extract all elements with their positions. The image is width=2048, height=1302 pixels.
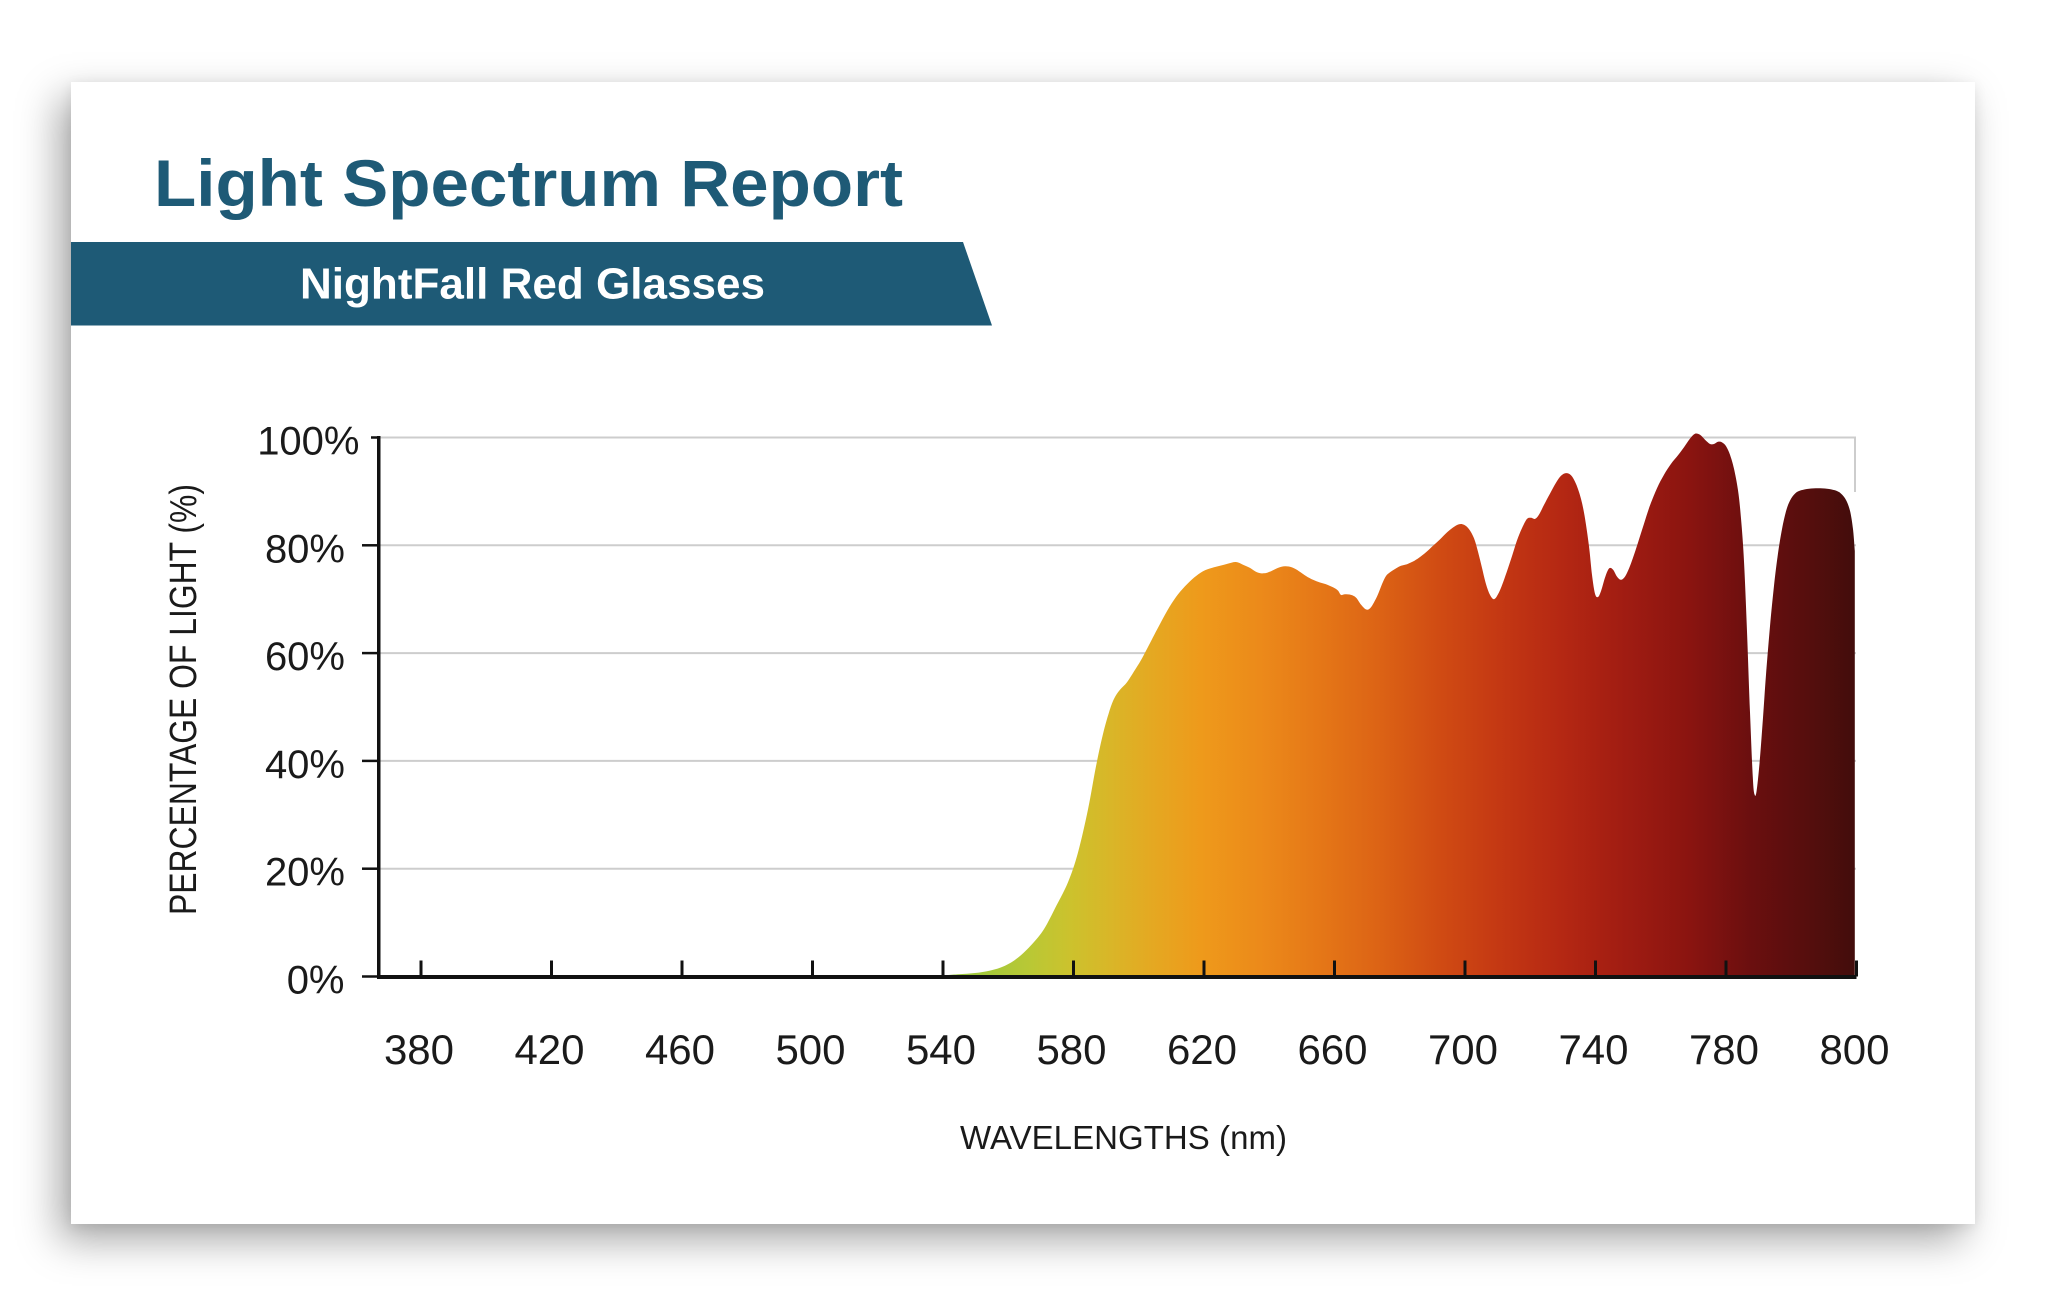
svg-text:460: 460 (645, 1026, 715, 1073)
svg-text:660: 660 (1297, 1026, 1367, 1073)
svg-text:PERCENTAGE OF LIGHT (%): PERCENTAGE OF LIGHT (%) (163, 484, 205, 915)
svg-text:800: 800 (1819, 1026, 1889, 1073)
svg-text:NightFall Red Glasses: NightFall Red Glasses (300, 260, 765, 309)
svg-text:620: 620 (1167, 1026, 1237, 1073)
svg-text:700: 700 (1428, 1026, 1498, 1073)
svg-text:580: 580 (1036, 1026, 1106, 1073)
svg-text:100%: 100% (257, 420, 359, 464)
svg-text:80%: 80% (265, 527, 345, 571)
svg-text:Light Spectrum Report: Light Spectrum Report (154, 146, 903, 220)
svg-text:740: 740 (1558, 1026, 1628, 1073)
svg-text:20%: 20% (265, 851, 345, 895)
svg-text:780: 780 (1689, 1026, 1759, 1073)
svg-text:WAVELENGTHS (nm): WAVELENGTHS (nm) (960, 1119, 1287, 1156)
svg-text:540: 540 (906, 1026, 976, 1073)
svg-text:500: 500 (775, 1026, 845, 1073)
svg-text:420: 420 (514, 1026, 584, 1073)
svg-text:40%: 40% (265, 743, 345, 787)
svg-text:0%: 0% (287, 959, 345, 1003)
svg-text:380: 380 (384, 1026, 454, 1073)
svg-text:60%: 60% (265, 635, 345, 679)
